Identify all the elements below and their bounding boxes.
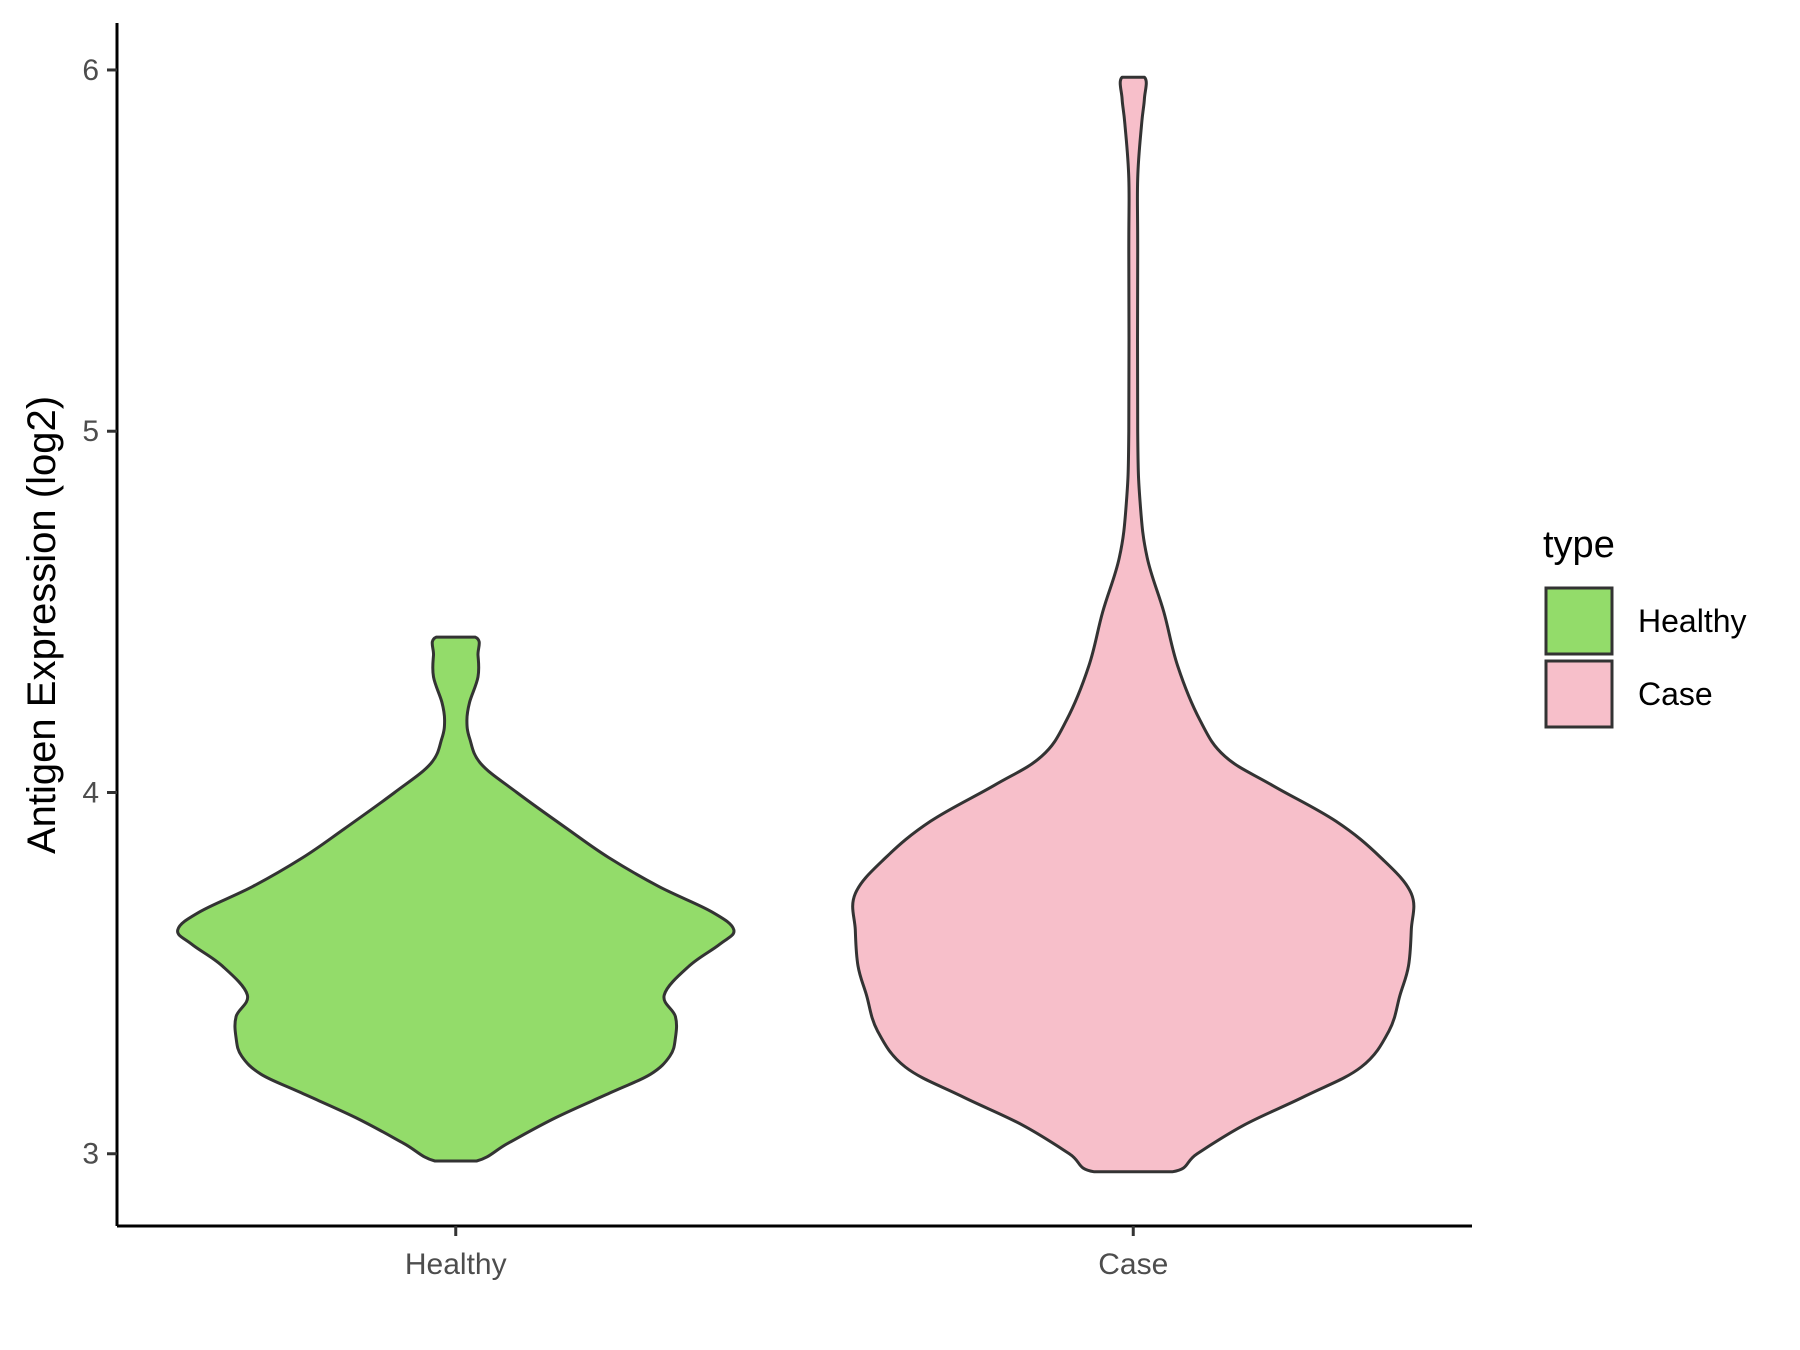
legend: type Healthy Case bbox=[1543, 524, 1747, 729]
legend-label-case: Case bbox=[1638, 676, 1713, 712]
y-ticks: 3 4 5 6 bbox=[82, 54, 117, 1171]
y-tick-label: 4 bbox=[82, 776, 99, 809]
y-tick-label: 3 bbox=[82, 1138, 99, 1171]
violin-case bbox=[851, 75, 1416, 1174]
x-tick-label: Case bbox=[1098, 1248, 1168, 1281]
legend-label-healthy: Healthy bbox=[1638, 603, 1747, 639]
violin-healthy bbox=[176, 635, 736, 1163]
y-tick-label: 5 bbox=[82, 415, 99, 448]
axes-layer bbox=[115, 23, 1472, 1228]
legend-title: type bbox=[1543, 524, 1615, 566]
x-ticks: Healthy Case bbox=[405, 1226, 1168, 1281]
legend-swatch-healthy bbox=[1544, 586, 1614, 656]
legend-swatch-case bbox=[1544, 659, 1614, 729]
violin-layer bbox=[176, 75, 1416, 1174]
y-axis-title: Antigen Expression (log2) bbox=[20, 396, 64, 854]
y-tick-label: 6 bbox=[82, 54, 99, 87]
legend-entries: Healthy Case bbox=[1544, 586, 1747, 729]
x-tick-label: Healthy bbox=[405, 1248, 507, 1281]
